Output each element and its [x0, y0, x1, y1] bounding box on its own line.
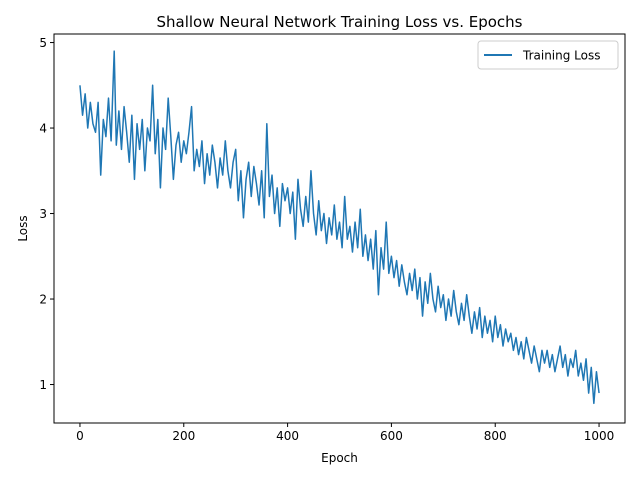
legend-label-training-loss: Training Loss — [522, 49, 600, 63]
x-axis-label: Epoch — [321, 451, 358, 465]
x-tick-label-200: 200 — [172, 429, 195, 443]
y-tick-label-2: 2 — [39, 293, 47, 307]
x-tick-label-400: 400 — [276, 429, 299, 443]
x-tick-label-800: 800 — [484, 429, 507, 443]
series-line-0 — [79, 50, 600, 405]
x-tick-label-1000: 1000 — [584, 429, 615, 443]
x-tick-label-0: 0 — [76, 429, 84, 443]
series-layer — [79, 50, 600, 405]
y-tick-label-5: 5 — [39, 36, 47, 50]
x-axis: 0 200 400 600 800 1000 — [76, 423, 614, 443]
chart-title: Shallow Neural Network Training Loss vs.… — [156, 13, 522, 31]
x-tick-label-600: 600 — [380, 429, 403, 443]
y-axis: 1 2 3 4 5 — [39, 36, 54, 392]
y-axis-label: Loss — [16, 215, 30, 241]
y-tick-label-1: 1 — [39, 378, 47, 392]
plot-frame — [53, 33, 626, 424]
y-tick-label-4: 4 — [39, 122, 47, 136]
y-tick-label-3: 3 — [39, 207, 47, 221]
legend-frame — [477, 40, 619, 70]
legend: Training Loss — [477, 40, 619, 70]
